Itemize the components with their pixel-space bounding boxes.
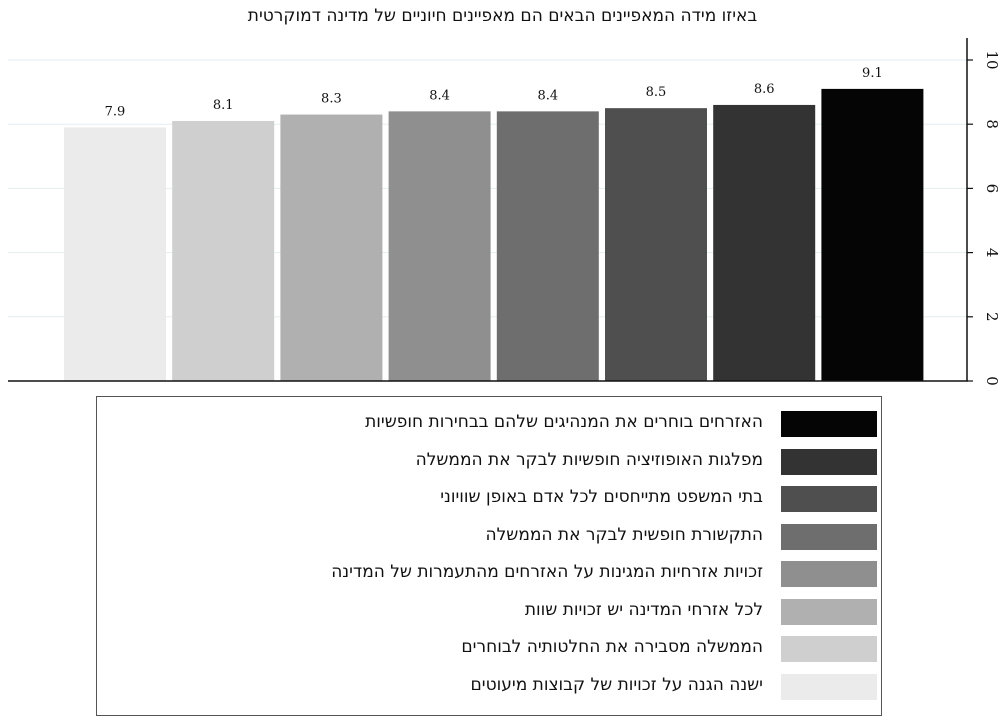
bar [821,88,924,381]
legend-swatch [781,523,877,550]
legend-swatch [781,448,877,475]
legend-swatch [781,673,877,700]
legend: האזרחים בוחרים את המנהיגים שלהם בבחירות … [96,396,882,716]
data-label: 8.4 [429,88,450,103]
legend-item: בתי המשפט מתייחסים לכל אדם באופן שוויוני [97,486,883,514]
legend-item: מפלגות האופוזיציה חופשיות לבקר את הממשלה [97,448,883,477]
chart-title: באיזו מידה המאפיינים הבאים הם מאפיינים ח… [247,6,758,26]
y-tick-label: 8 [983,119,1001,129]
y-tick-label: 4 [983,248,1001,258]
legend-label: בתי המשפט מתייחסים לכל אדם באופן שוויוני [440,487,763,507]
y-tick-label: 10 [983,50,1001,69]
bar [713,104,816,381]
legend-label: לכל אזרחי המדינה יש זכויות שוות [524,599,763,620]
legend-item: לכל אזרחי המדינה יש זכויות שוות [97,598,883,627]
legend-label: התקשורת חופשית לבקר את הממשלה [485,524,763,545]
bar [605,108,707,382]
data-label: 7.9 [105,104,126,119]
legend-label: זכויות אזרחיות המגינות על האזרחים מהתעמר… [331,562,763,582]
bar [172,120,275,382]
legend-label: מפלגות האופוזיציה חופשיות לבקר את הממשלה [415,449,763,470]
data-label: 8.6 [754,82,775,97]
legend-item: ישנה הגנה על זכויות של קבוצות מיעוטים [97,673,883,702]
legend-swatch [781,411,877,437]
legend-item: הממשלה מסבירה את החלטותיה לבוחרים [97,636,883,664]
data-label: 8.4 [537,88,558,103]
data-label: 9.1 [862,66,883,81]
bar [280,114,383,381]
bar [388,111,491,382]
legend-label: ישנה הגנה על זכויות של קבוצות מיעוטים [470,674,763,695]
legend-item: זכויות אזרחיות המגינות על האזרחים מהתעמר… [97,561,883,589]
bar [64,127,166,381]
y-tick-label: 6 [983,184,1001,194]
legend-label: האזרחים בוחרים את המנהיגים שלהם בבחירות … [365,412,763,432]
bar-chart: 7.9 8.1 8.3 8.4 8.4 8.5 8.6 9.1 0 2 4 6 8 10 [8,38,1001,386]
data-label: 8.5 [646,85,667,100]
y-tick-label: 0 [983,376,1001,386]
legend-label: הממשלה מסבירה את החלטותיה לבוחרים [461,637,763,657]
legend-item: התקשורת חופשית לבקר את הממשלה [97,523,883,552]
data-label: 8.3 [321,92,342,107]
legend-swatch [781,561,877,587]
legend-swatch [781,598,877,625]
data-label: 8.1 [213,98,234,113]
y-tick-label: 2 [983,312,1001,322]
bar [496,111,599,382]
legend-swatch [781,486,877,512]
legend-swatch [781,636,877,662]
legend-item: האזרחים בוחרים את המנהיגים שלהם בבחירות … [97,411,883,439]
